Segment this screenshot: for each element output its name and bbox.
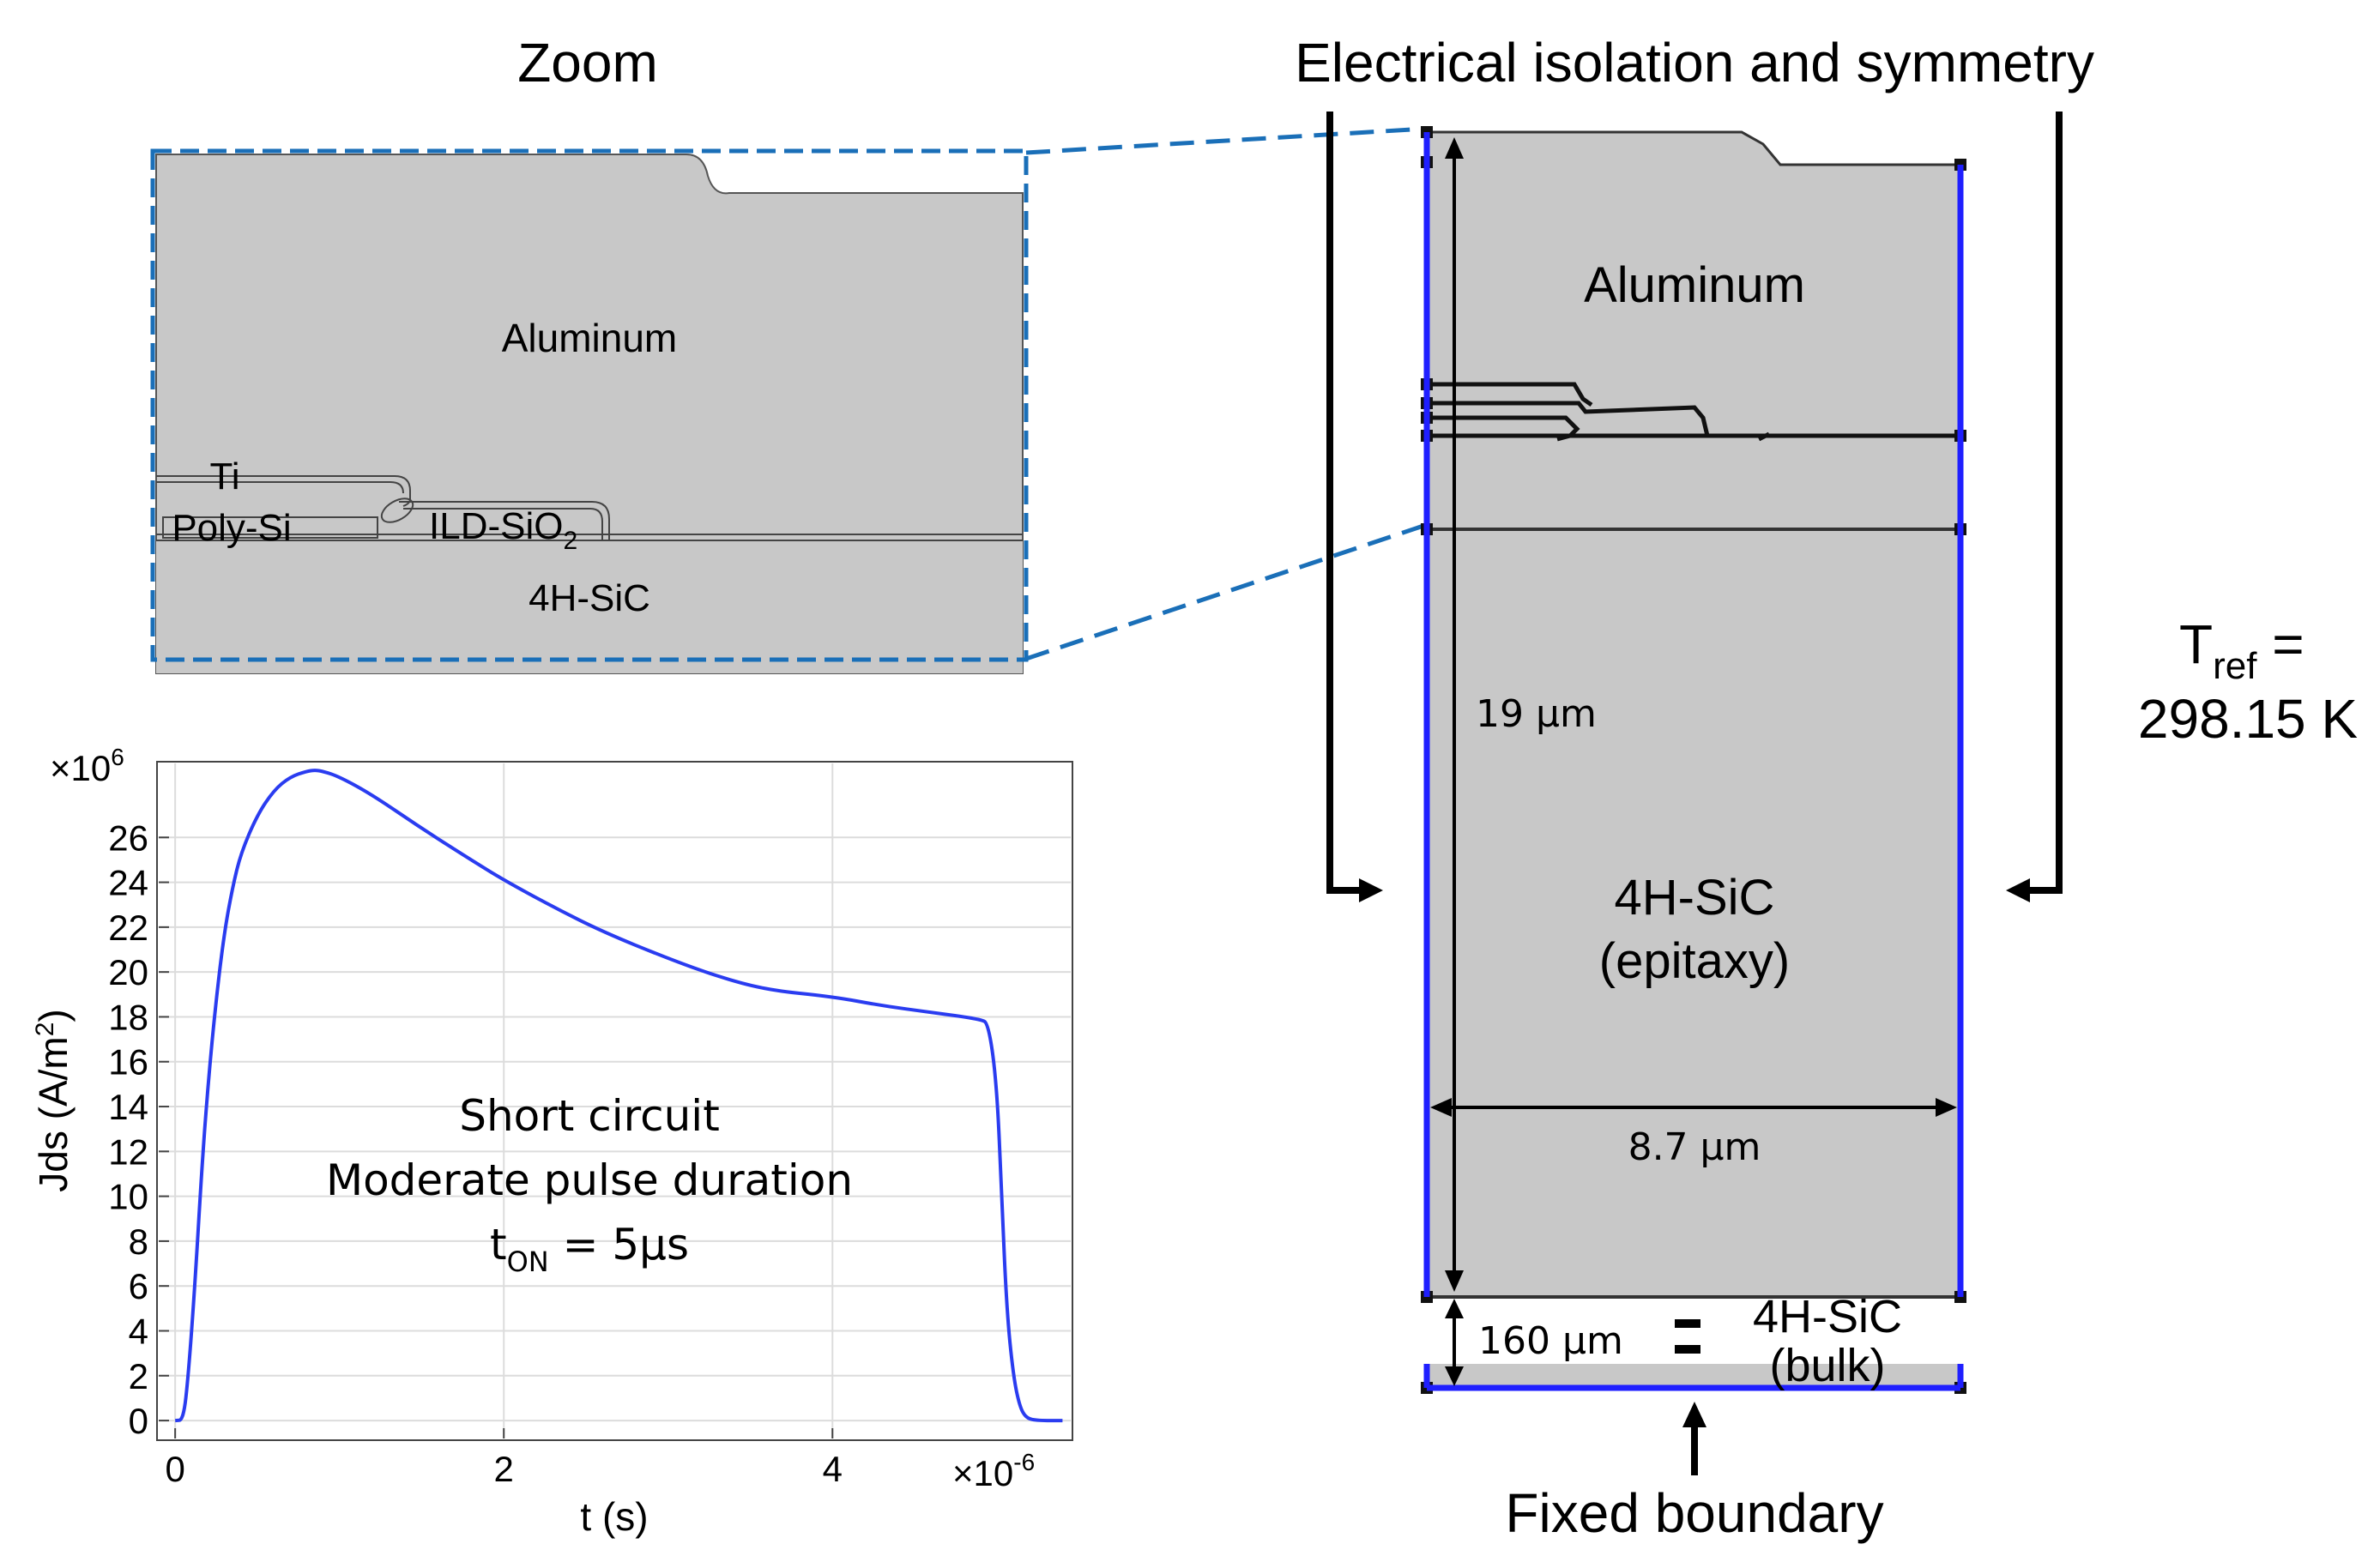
zoom-connector-top [1025, 126, 1427, 155]
y-multiplier: ×106 [50, 744, 124, 788]
zoom-title: Zoom [517, 32, 658, 93]
annotation-line-3: tON = 5µs [490, 1220, 689, 1278]
zoom-label-ild-base: ILD-SiO [429, 505, 563, 547]
y-axis-label: Jds (A/m2) [31, 1009, 76, 1191]
y-tick-label: 16 [108, 1042, 148, 1083]
annotation-ton-base: t [490, 1220, 507, 1270]
x-multiplier: ×10-6 [952, 1449, 1035, 1493]
label-sic-epitaxy-1: 4H-SiC [1615, 870, 1775, 926]
zoom-connector-bottom [1025, 522, 1427, 661]
tref-base: T [2179, 613, 2213, 675]
y-multiplier-base: ×10 [50, 748, 111, 788]
zoom-label-ild-sub: 2 [563, 527, 577, 555]
annotation-line-1: Short circuit [459, 1091, 720, 1141]
y-tick-label: 6 [129, 1266, 148, 1306]
device-structure-lines [1427, 382, 1960, 442]
zoom-label-aluminum: Aluminum [502, 316, 678, 360]
domain-bulk [1427, 1364, 1960, 1388]
y-axis-label-close: ) [31, 1009, 76, 1022]
y-tick-label: 24 [108, 863, 148, 903]
main-title: Electrical isolation and symmetry [1295, 32, 2094, 93]
dim-bulk-arrow [1445, 1299, 1464, 1386]
y-tick-label: 14 [108, 1087, 148, 1127]
y-tick-label: 8 [129, 1221, 148, 1262]
y-axis-label-base: Jds (A/m [31, 1036, 76, 1191]
zoom-label-sic: 4H-SiC [529, 577, 650, 619]
zoom-contact-ellipse [380, 498, 414, 523]
x-tick-label: 4 [823, 1449, 843, 1489]
main-panel: Electrical isolation and symmetry [1295, 32, 2358, 1544]
break-mark-top [1675, 1319, 1700, 1328]
tref-value: 298.15 K [2138, 688, 2358, 750]
y-tick-label: 10 [108, 1177, 148, 1217]
isolation-arrowhead-right [2006, 878, 2030, 902]
zoom-ti-layer [156, 475, 411, 507]
isolation-boundary [1423, 132, 1964, 1388]
grid-layer [159, 763, 1071, 1438]
zoom-label-ti: Ti [209, 455, 239, 498]
y-tick-label: 18 [108, 997, 148, 1037]
annotation-ton-rest: = 5µs [549, 1220, 689, 1270]
annotation-ton-sub: ON [507, 1245, 549, 1278]
x-multiplier-exp: -6 [1013, 1449, 1035, 1475]
fixed-boundary-arrowhead [1682, 1402, 1706, 1427]
fixed-boundary-label: Fixed boundary [1505, 1482, 1883, 1544]
isolation-arrow-left [1326, 112, 1364, 894]
isolation-arrowhead-left [1359, 878, 1383, 902]
x-tick-label: 0 [165, 1449, 184, 1489]
zoom-frame [150, 148, 1029, 662]
annotation-line-2: Moderate pulse duration [326, 1155, 853, 1205]
zoom-polysi-layer [162, 516, 378, 539]
y-axis-label-sup: 2 [31, 1022, 59, 1037]
label-aluminum: Aluminum [1584, 257, 1805, 313]
y-tick-label: 0 [129, 1401, 148, 1441]
dim-height-label: 19 µm [1476, 692, 1597, 736]
x-tick-label: 2 [494, 1449, 514, 1489]
y-tick-label: 26 [108, 817, 148, 858]
label-sic-epitaxy-2: (epitaxy) [1599, 933, 1790, 989]
y-tick-label: 12 [108, 1131, 148, 1172]
series-line [175, 769, 1063, 1423]
tref-label: Tref = [2179, 613, 2304, 687]
dim-width-arrow [1430, 1098, 1957, 1117]
tref-sub: ref [2213, 645, 2257, 687]
zoom-label-ild: ILD-SiO2 [429, 505, 577, 555]
y-tick-label: 2 [129, 1356, 148, 1396]
dim-bulk-label: 160 µm [1478, 1319, 1623, 1363]
zoom-ild-layer [399, 501, 610, 540]
x-multiplier-base: ×10 [952, 1453, 1013, 1493]
break-mark-bottom [1675, 1345, 1700, 1354]
y-tick-label: 20 [108, 952, 148, 992]
plot-frame [156, 761, 1073, 1441]
y-tick-label: 4 [129, 1311, 148, 1351]
y-multiplier-exp: 6 [111, 744, 124, 770]
dim-height-arrow [1445, 137, 1464, 1292]
zoom-label-polysi: Poly-Si [172, 507, 291, 549]
label-bulk-2: (bulk) [1769, 1340, 1885, 1391]
zoom-sic-region [156, 540, 1023, 673]
zoom-panel: Zoom Aluminum Ti Poly-Si ILD-SiO2 4H-SiC [150, 32, 1427, 674]
tref-eq: = [2256, 613, 2304, 675]
x-axis-label: t (s) [580, 1494, 648, 1539]
label-bulk-1: 4H-SiC [1753, 1291, 1902, 1342]
y-tick-label: 22 [108, 908, 148, 948]
dim-width-label: 8.7 µm [1628, 1125, 1761, 1169]
isolation-arrow-right [2025, 112, 2063, 894]
